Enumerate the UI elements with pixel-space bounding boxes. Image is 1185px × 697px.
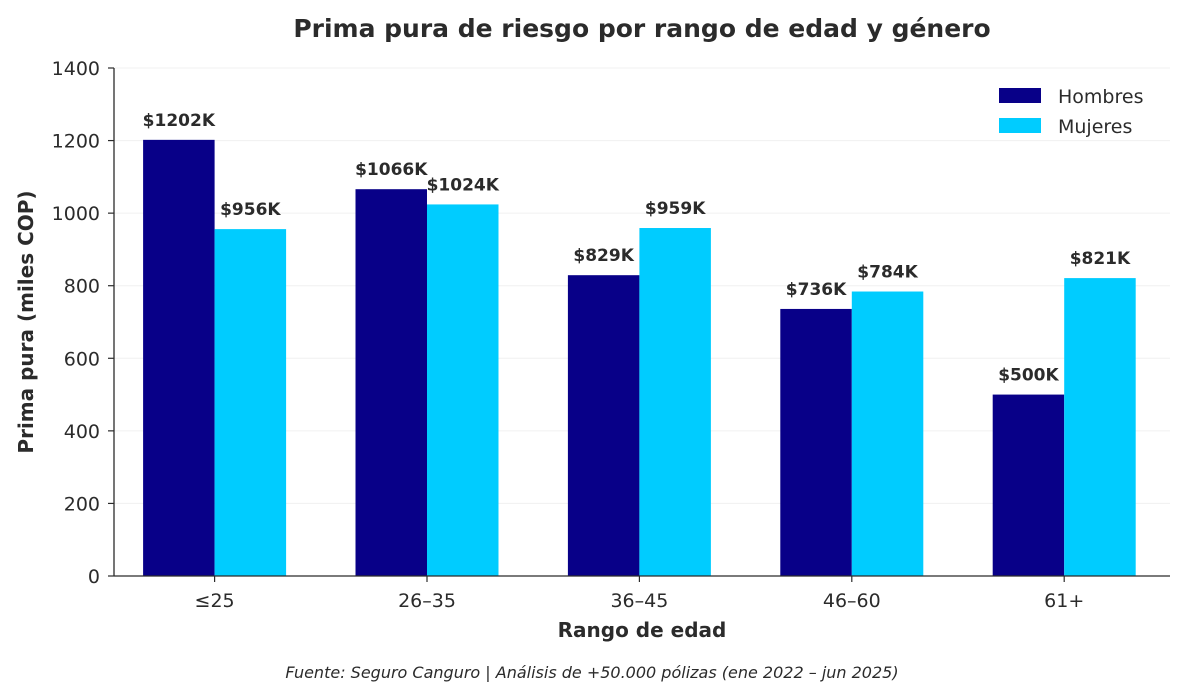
data-label: $1202K xyxy=(143,111,216,131)
data-label: $821K xyxy=(1070,249,1131,269)
y-tick-label: 0 xyxy=(88,566,100,588)
y-tick-label: 1400 xyxy=(52,58,100,80)
data-label: $1024K xyxy=(427,175,500,195)
data-label: $829K xyxy=(573,246,634,266)
bar-hombres xyxy=(355,189,427,577)
footnote: Fuente: Seguro Canguro | Análisis de +50… xyxy=(285,663,898,682)
y-axis-label: Prima pura (miles COP) xyxy=(14,190,38,453)
x-axis-label: Rango de edad xyxy=(558,618,727,642)
legend-label-mujeres: Mujeres xyxy=(1058,116,1132,138)
legend: Hombres Mujeres xyxy=(999,86,1143,138)
x-tick-label: ≤25 xyxy=(195,590,235,612)
data-label: $736K xyxy=(786,280,847,300)
y-tick-label: 800 xyxy=(64,276,100,298)
x-tick-label: 36–45 xyxy=(610,590,668,612)
chart-title: Prima pura de riesgo por rango de edad y… xyxy=(293,14,990,43)
data-label: $500K xyxy=(998,366,1059,386)
legend-swatch-mujeres xyxy=(999,118,1041,133)
legend-swatch-hombres xyxy=(999,88,1041,103)
bar-hombres xyxy=(567,275,640,576)
bar-mujeres xyxy=(851,291,924,576)
legend-label-hombres: Hombres xyxy=(1058,86,1143,108)
y-tick-label: 200 xyxy=(64,493,100,515)
data-label: $956K xyxy=(220,200,281,220)
data-label: $784K xyxy=(857,263,918,283)
data-label: $1066K xyxy=(355,160,428,180)
bar-hombres xyxy=(992,394,1065,576)
y-tick-label: 600 xyxy=(64,348,100,370)
y-tick-label: 1200 xyxy=(52,131,100,153)
bar-mujeres xyxy=(639,228,711,576)
y-tick-label: 1000 xyxy=(52,203,100,225)
y-tick-label: 400 xyxy=(64,421,100,443)
bar-mujeres xyxy=(214,229,287,576)
bar-hombres xyxy=(143,139,215,577)
x-tick-label: 61+ xyxy=(1044,590,1084,612)
x-tick-label: 46–60 xyxy=(823,590,881,612)
x-tick-label: 26–35 xyxy=(398,590,456,612)
bar-hombres xyxy=(780,308,852,576)
data-label: $959K xyxy=(645,199,706,219)
bar-mujeres xyxy=(427,204,499,577)
bar-mujeres xyxy=(1064,278,1136,576)
